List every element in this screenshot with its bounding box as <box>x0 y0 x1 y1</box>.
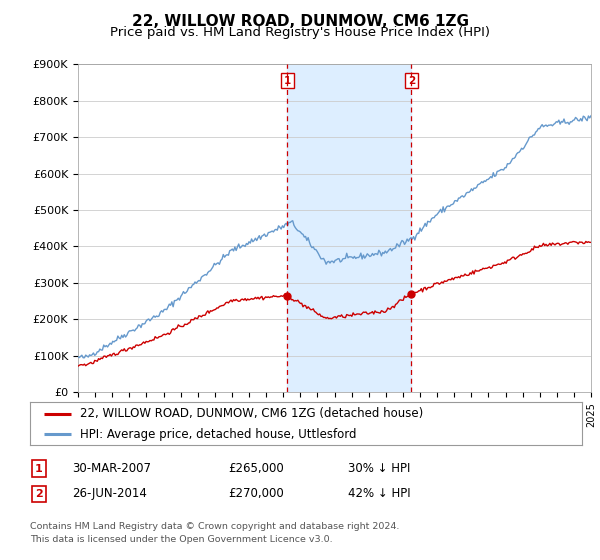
Text: Contains HM Land Registry data © Crown copyright and database right 2024.: Contains HM Land Registry data © Crown c… <box>30 522 400 531</box>
Bar <box>287 64 412 392</box>
Text: 2: 2 <box>35 489 43 499</box>
Text: £270,000: £270,000 <box>228 487 284 501</box>
Text: Price paid vs. HM Land Registry's House Price Index (HPI): Price paid vs. HM Land Registry's House … <box>110 26 490 39</box>
Text: 26-JUN-2014: 26-JUN-2014 <box>72 487 147 501</box>
Text: 30-MAR-2007: 30-MAR-2007 <box>72 462 151 475</box>
Text: 22, WILLOW ROAD, DUNMOW, CM6 1ZG: 22, WILLOW ROAD, DUNMOW, CM6 1ZG <box>131 14 469 29</box>
Text: £265,000: £265,000 <box>228 462 284 475</box>
Text: HPI: Average price, detached house, Uttlesford: HPI: Average price, detached house, Uttl… <box>80 428 356 441</box>
Text: 1: 1 <box>35 464 43 474</box>
Text: 30% ↓ HPI: 30% ↓ HPI <box>348 462 410 475</box>
Text: 2: 2 <box>408 76 415 86</box>
Text: 42% ↓ HPI: 42% ↓ HPI <box>348 487 410 501</box>
Text: This data is licensed under the Open Government Licence v3.0.: This data is licensed under the Open Gov… <box>30 535 332 544</box>
Text: 1: 1 <box>284 76 291 86</box>
Text: 22, WILLOW ROAD, DUNMOW, CM6 1ZG (detached house): 22, WILLOW ROAD, DUNMOW, CM6 1ZG (detach… <box>80 407 423 420</box>
